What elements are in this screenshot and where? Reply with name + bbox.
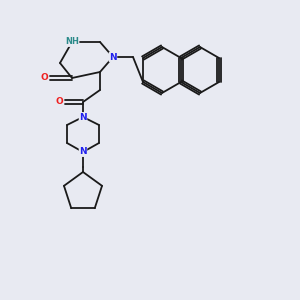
Text: O: O <box>55 98 63 106</box>
Text: NH: NH <box>65 38 79 46</box>
Text: O: O <box>40 74 48 82</box>
Text: N: N <box>109 52 117 62</box>
Text: N: N <box>79 112 87 122</box>
Text: N: N <box>79 148 87 157</box>
